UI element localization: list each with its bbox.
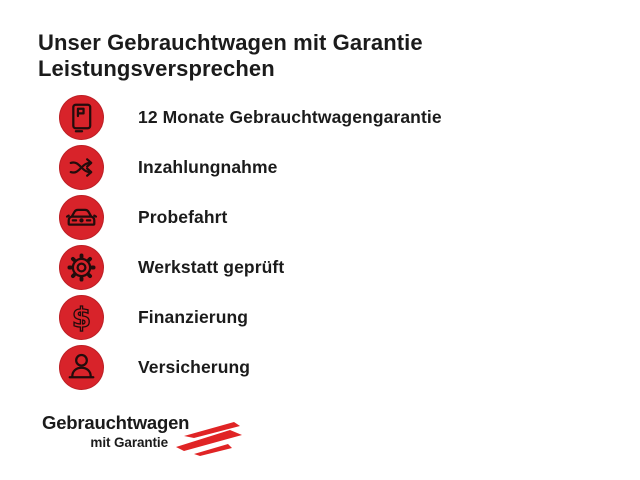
- list-item: Versicherung: [59, 345, 442, 390]
- list-item: Inzahlungnahme: [59, 145, 442, 190]
- dollar-icon: $: [59, 295, 104, 340]
- red-brush-swoosh-icon: [176, 422, 242, 456]
- svg-text:$: $: [72, 301, 91, 334]
- car-front-icon: [59, 195, 104, 240]
- benefit-label: Inzahlungnahme: [138, 157, 278, 177]
- benefit-label: Werkstatt geprüft: [138, 257, 285, 277]
- list-item: 12 Monate Gebrauchtwagengarantie: [59, 95, 442, 140]
- warranty-booklet-icon: [59, 95, 104, 140]
- list-item: $ Finanzierung: [59, 295, 442, 340]
- benefit-label: Finanzierung: [138, 307, 249, 327]
- page-title-line2: Leistungsversprechen: [38, 55, 275, 81]
- trade-in-shuffle-icon: [59, 145, 104, 190]
- benefit-label: Probefahrt: [138, 207, 228, 227]
- logo-text-line1: Gebrauchtwagen: [42, 412, 190, 433]
- list-item: Probefahrt: [59, 195, 442, 240]
- gebrauchtwagen-mit-garantie-logo: Gebrauchtwagen mit Garantie: [42, 412, 252, 462]
- person-icon: [59, 345, 104, 390]
- page-title: Unser Gebrauchtwagen mit Garantie Leistu…: [38, 30, 598, 82]
- logo-text-line2: mit Garantie: [90, 435, 168, 450]
- gear-icon: [59, 245, 104, 290]
- page-title-line1: Unser Gebrauchtwagen mit Garantie: [38, 30, 423, 55]
- benefit-label: 12 Monate Gebrauchtwagengarantie: [138, 107, 442, 127]
- benefits-list: 12 Monate Gebrauchtwagengarantie Inzahlu…: [59, 95, 442, 395]
- list-item: Werkstatt geprüft: [59, 245, 442, 290]
- benefit-label: Versicherung: [138, 357, 251, 377]
